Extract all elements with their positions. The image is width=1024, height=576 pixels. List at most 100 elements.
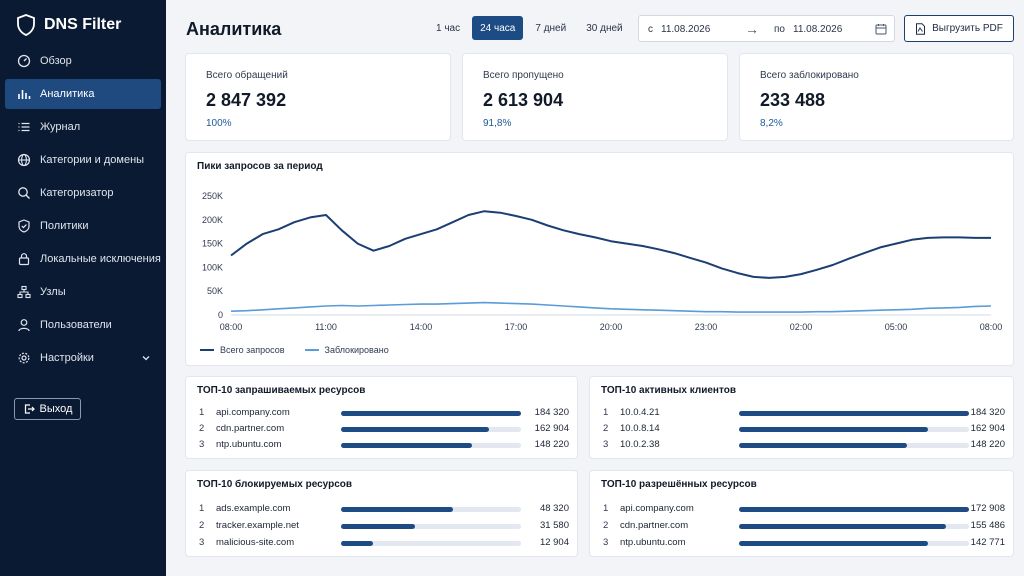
logout-button[interactable]: Выход <box>14 398 81 420</box>
sidebar-item-local-exceptions[interactable]: Локальные исключения <box>5 244 161 274</box>
row-progress-fill <box>341 411 521 416</box>
top-list-row[interactable]: 3 malicious-site.com 12 904 <box>197 536 569 551</box>
row-progress-fill <box>341 507 453 512</box>
top-card-title: ТОП-10 блокируемых ресурсов <box>197 479 353 490</box>
sidebar-item-label: Аналитика <box>40 88 95 100</box>
row-resource-name: api.company.com <box>216 407 290 418</box>
legend-swatch <box>200 349 214 351</box>
sidebar-item-label: Журнал <box>40 121 81 133</box>
series-line-blocked[interactable] <box>230 301 992 313</box>
row-progress-fill <box>739 541 928 546</box>
x-tick-label: 11:00 <box>315 322 337 332</box>
row-progress-track <box>341 524 521 529</box>
legend-label: Всего запросов <box>220 345 285 355</box>
sidebar-item-label: Пользователи <box>40 319 112 331</box>
sidebar-item-users[interactable]: Пользователи <box>5 310 161 340</box>
globe-icon <box>17 153 31 167</box>
brand[interactable]: DNS Filter <box>16 14 121 36</box>
top-requested-card: ТОП-10 запрашиваемых ресурсов 1 api.compa… <box>185 376 578 459</box>
sidebar-nav: Обзор Аналитика Журнал Категории и домен… <box>5 46 161 376</box>
row-count: 162 904 <box>970 423 1005 434</box>
top-list-row[interactable]: 1 10.0.4.21 184 320 <box>601 406 1005 421</box>
shield-check-icon <box>17 219 31 233</box>
stat-percent: 91,8% <box>483 118 512 129</box>
legend-label: Заблокировано <box>324 345 389 355</box>
top-list-row[interactable]: 3 10.0.2.38 148 220 <box>601 438 1005 453</box>
row-progress-fill <box>341 443 473 448</box>
series-line-total[interactable] <box>230 210 991 279</box>
date-from-value[interactable]: 11.08.2026 <box>661 24 711 35</box>
row-resource-name: 10.0.8.14 <box>620 423 660 434</box>
row-rank: 2 <box>199 423 205 434</box>
sidebar-item-categorizer[interactable]: Категоризатор <box>5 178 161 208</box>
row-rank: 3 <box>199 439 205 450</box>
range-7d-button[interactable]: 7 дней <box>535 22 567 34</box>
top-list-row[interactable]: 3 ntp.ubuntu.com 142 771 <box>601 536 1005 551</box>
y-tick-label: 0 <box>218 310 223 320</box>
y-tick-label: 200K <box>202 215 223 225</box>
x-tick-label: 20:00 <box>600 322 623 332</box>
x-tick-label: 17:00 <box>505 322 528 332</box>
date-arrow: → <box>745 21 759 37</box>
top-list-row[interactable]: 2 10.0.8.14 162 904 <box>601 422 1005 437</box>
top-list-row[interactable]: 3 ntp.ubuntu.com 148 220 <box>197 438 569 453</box>
y-tick-label: 50K <box>207 286 223 296</box>
legend-item-blocked[interactable]: Заблокировано <box>304 345 389 355</box>
row-progress-fill <box>739 411 969 416</box>
search-icon <box>17 186 31 200</box>
row-rank: 1 <box>603 503 609 514</box>
row-count: 31 580 <box>539 520 569 531</box>
row-resource-name: tracker.example.net <box>216 520 299 531</box>
chevron-down-icon[interactable] <box>141 353 151 363</box>
sidebar-item-policies[interactable]: Политики <box>5 211 161 241</box>
row-resource-name: malicious-site.com <box>216 537 295 548</box>
gear-icon <box>17 351 31 365</box>
top-clients-card: ТОП-10 активных клиентов 1 10.0.4.21 184 3… <box>589 376 1014 459</box>
row-rank: 1 <box>603 407 609 418</box>
sidebar-item-journal[interactable]: Журнал <box>5 112 161 142</box>
logout-icon <box>24 404 35 414</box>
top-list-row[interactable]: 2 tracker.example.net 31 580 <box>197 519 569 534</box>
row-count: 184 320 <box>970 407 1005 418</box>
date-from-label: с <box>648 24 653 35</box>
export-pdf-label: Выгрузить PDF <box>932 23 1003 34</box>
brand-name: DNS Filter <box>44 16 122 33</box>
range-30d-button[interactable]: 30 дней <box>586 22 623 34</box>
range-24h-button[interactable]: 24 часа <box>472 16 524 40</box>
shield-logo-icon <box>17 14 35 36</box>
top-list-row[interactable]: 1 api.company.com 184 320 <box>197 406 569 421</box>
legend-item-total[interactable]: Всего запросов <box>200 345 285 355</box>
top-list-row[interactable]: 2 cdn.partner.com 155 486 <box>601 519 1005 534</box>
row-resource-name: cdn.partner.com <box>216 423 285 434</box>
top-list-row[interactable]: 2 cdn.partner.com 162 904 <box>197 422 569 437</box>
date-to-value[interactable]: 11.08.2026 <box>793 24 843 35</box>
calendar-icon[interactable] <box>875 23 887 35</box>
row-progress-track <box>341 541 521 546</box>
y-tick-label: 250K <box>202 191 223 201</box>
row-resource-name: api.company.com <box>620 503 694 514</box>
export-pdf-button[interactable]: Выгрузить PDF <box>904 15 1014 42</box>
stat-percent: 100% <box>206 118 232 129</box>
y-tick-label: 100K <box>202 262 223 272</box>
top-card-title: ТОП-10 активных клиентов <box>601 385 736 396</box>
row-progress-track <box>739 443 969 448</box>
nodes-icon <box>17 285 31 299</box>
top-list-row[interactable]: 1 ads.example.com 48 320 <box>197 502 569 517</box>
row-rank: 2 <box>603 520 609 531</box>
chart-legend: Всего запросов Заблокировано <box>200 345 389 355</box>
x-tick-label: 14:00 <box>410 322 433 332</box>
peaks-line-chart: 0 50K 100K 150K 200K 250K 08:00 11:00 14:00 17:00… <box>202 191 1002 332</box>
sidebar-item-settings[interactable]: Настройки <box>5 343 161 373</box>
row-rank: 3 <box>199 537 205 548</box>
sidebar-item-overview[interactable]: Обзор <box>5 46 161 76</box>
sidebar-item-categories[interactable]: Категории и домены <box>5 145 161 175</box>
top-list-row[interactable]: 1 api.company.com 172 908 <box>601 502 1005 517</box>
row-count: 142 771 <box>970 537 1005 548</box>
date-range-picker[interactable]: с 11.08.2026 → по 11.08.2026 <box>638 15 895 42</box>
stat-value: 233 488 <box>760 90 826 110</box>
sidebar-item-label: Категоризатор <box>40 187 114 199</box>
range-1h-button[interactable]: 1 час <box>436 22 461 34</box>
sidebar-item-analytics[interactable]: Аналитика <box>5 79 161 109</box>
row-rank: 2 <box>603 423 609 434</box>
sidebar-item-nodes[interactable]: Узлы <box>5 277 161 307</box>
